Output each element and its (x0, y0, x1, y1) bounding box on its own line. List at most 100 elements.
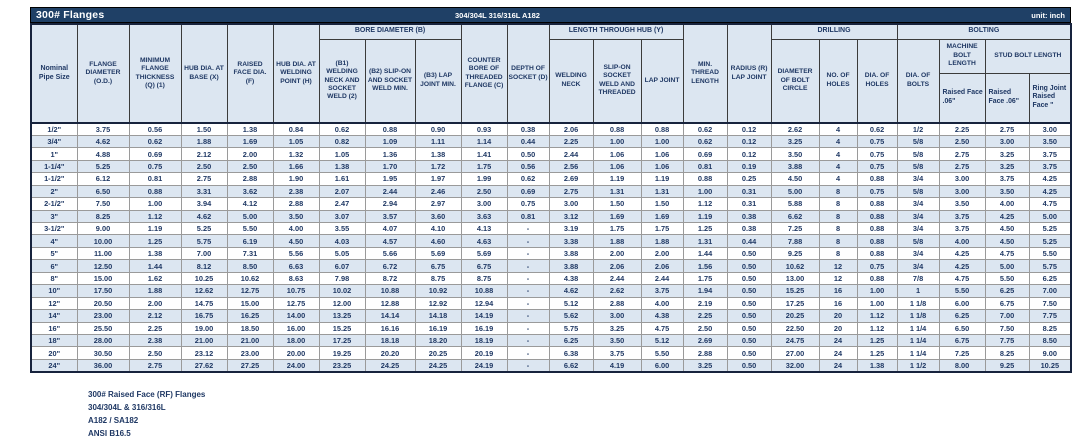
value-cell: 2.38 (272, 184, 320, 199)
value-cell: 4.00 (938, 234, 986, 248)
value-cell: 1.25 (856, 333, 898, 348)
pipe-size-cell: 10" (30, 284, 78, 298)
value-cell: 2.44 (592, 271, 642, 286)
value-cell: 4.75 (1028, 197, 1072, 211)
value-cell: 1.19 (128, 221, 182, 236)
value-cell: 4.19 (592, 358, 642, 373)
value-cell: 6.07 (318, 259, 366, 273)
value-cell: 0.31 (726, 197, 772, 211)
value-cell: 1.38 (128, 246, 182, 261)
value-cell: 0.88 (128, 184, 182, 199)
group-header-length-through-hub: LENGTH THROUGH HUB (Y) (548, 23, 684, 40)
footnote-line: ANSI B16.5 (88, 429, 131, 438)
value-cell: 7.00 (984, 309, 1030, 323)
page-title: 300# Flanges (36, 9, 105, 21)
value-cell: 3.75 (938, 221, 986, 236)
value-cell: 8.75 (460, 271, 508, 286)
value-cell: 3/4 (896, 172, 940, 186)
value-cell: 5.25 (180, 221, 228, 236)
value-cell: 16.75 (180, 309, 228, 323)
value-cell: 4.62 (76, 134, 130, 149)
value-cell: 4.25 (984, 209, 1030, 224)
value-cell: - (506, 221, 550, 236)
table-row: 1-1/4" 5.25 0.75 2.50 2.50 1.66 1.38 1.70 1.72 1.… (30, 159, 1072, 174)
value-cell: 20.00 (272, 346, 320, 360)
value-cell: 3.00 (460, 197, 508, 211)
value-cell: 3.19 (548, 221, 594, 236)
value-cell: 3.88 (548, 246, 594, 261)
value-cell: 16.16 (364, 321, 416, 335)
value-cell: 4.25 (938, 259, 986, 273)
value-cell: 6.63 (272, 259, 320, 273)
value-cell: 5.00 (770, 184, 820, 199)
col-header-stud-bolt-length: STUD BOLT LENGTH (984, 38, 1072, 74)
col-header-no-of-holes: NO. OF HOLES (818, 38, 858, 124)
value-cell: 5.62 (548, 309, 594, 323)
value-cell: 2.50 (682, 321, 728, 335)
material-label: 304/304L 316/316L A182 (455, 10, 540, 20)
col-header-hub-dia-base: HUB DIA. AT BASE (X) (180, 23, 228, 124)
value-cell: 1 (896, 284, 940, 298)
value-cell: 5.69 (414, 246, 462, 261)
value-cell: 1.69 (640, 209, 684, 224)
value-cell: 6.00 (640, 358, 684, 373)
value-cell: 1/2 (896, 122, 940, 136)
value-cell: 0.81 (506, 209, 550, 224)
value-cell: 5.25 (1028, 221, 1072, 236)
value-cell: 3.62 (226, 184, 274, 199)
value-cell: 6.75 (938, 333, 986, 348)
value-cell: 24 (818, 358, 858, 373)
value-cell: 0.44 (506, 134, 550, 149)
value-cell: 3.25 (592, 321, 642, 335)
value-cell: 3.50 (770, 147, 820, 161)
value-cell: 0.56 (506, 159, 550, 174)
table-row: 5" 11.00 1.38 7.00 7.31 5.56 5.05 5.66 5.69 5.69-… (30, 246, 1072, 261)
value-cell: 7.25 (938, 346, 986, 360)
value-cell: 17.25 (318, 333, 366, 348)
value-cell: 2.25 (682, 309, 728, 323)
value-cell: 2.88 (272, 197, 320, 211)
value-cell: 1.19 (640, 172, 684, 186)
value-cell: 3/4 (896, 246, 940, 261)
value-cell: - (506, 358, 550, 373)
value-cell: 1.00 (128, 197, 182, 211)
value-cell: 3.00 (1028, 122, 1072, 136)
value-cell: 3.55 (318, 221, 366, 236)
value-cell: 7.50 (1028, 296, 1072, 311)
value-cell: 0.82 (318, 134, 366, 149)
pipe-size-cell: 3" (30, 209, 78, 224)
value-cell: 14.75 (180, 296, 228, 311)
value-cell: 18.18 (364, 333, 416, 348)
value-cell: 8 (818, 221, 858, 236)
value-cell: 3.75 (938, 209, 986, 224)
table-row: 3-1/2" 9.00 1.19 5.25 5.50 4.00 3.55 4.07 4.10 4.… (30, 221, 1072, 236)
value-cell: 10.25 (180, 271, 228, 286)
value-cell: 1.06 (592, 147, 642, 161)
value-cell: 0.50 (726, 358, 772, 373)
value-cell: 5.75 (1028, 259, 1072, 273)
value-cell: 24 (818, 346, 858, 360)
value-cell: 18.50 (226, 321, 274, 335)
value-cell: 3/4 (896, 221, 940, 236)
value-cell: 1.12 (856, 321, 898, 335)
value-cell: 5/8 (896, 159, 940, 174)
value-cell: 0.50 (726, 321, 772, 335)
value-cell: 1.75 (640, 221, 684, 236)
value-cell: 9.00 (1028, 346, 1072, 360)
value-cell: 1.88 (640, 234, 684, 248)
value-cell: 4.03 (318, 234, 366, 248)
value-cell: 5.25 (76, 159, 130, 174)
value-cell: 1.00 (640, 134, 684, 149)
value-cell: 3.75 (984, 172, 1030, 186)
value-cell: 0.62 (318, 122, 366, 136)
value-cell: 1.69 (592, 209, 642, 224)
value-cell: 1 1/4 (896, 333, 940, 348)
value-cell: 1.19 (682, 209, 728, 224)
value-cell: 1 1/8 (896, 309, 940, 323)
value-cell: 6.12 (76, 172, 130, 186)
table-row: 6" 12.50 1.44 8.12 8.50 6.63 6.07 6.72 6.75 6.75-… (30, 259, 1072, 273)
value-cell: 10.00 (76, 234, 130, 248)
value-cell: 2.88 (682, 346, 728, 360)
value-cell: 0.44 (726, 234, 772, 248)
value-cell: 4.57 (364, 234, 416, 248)
